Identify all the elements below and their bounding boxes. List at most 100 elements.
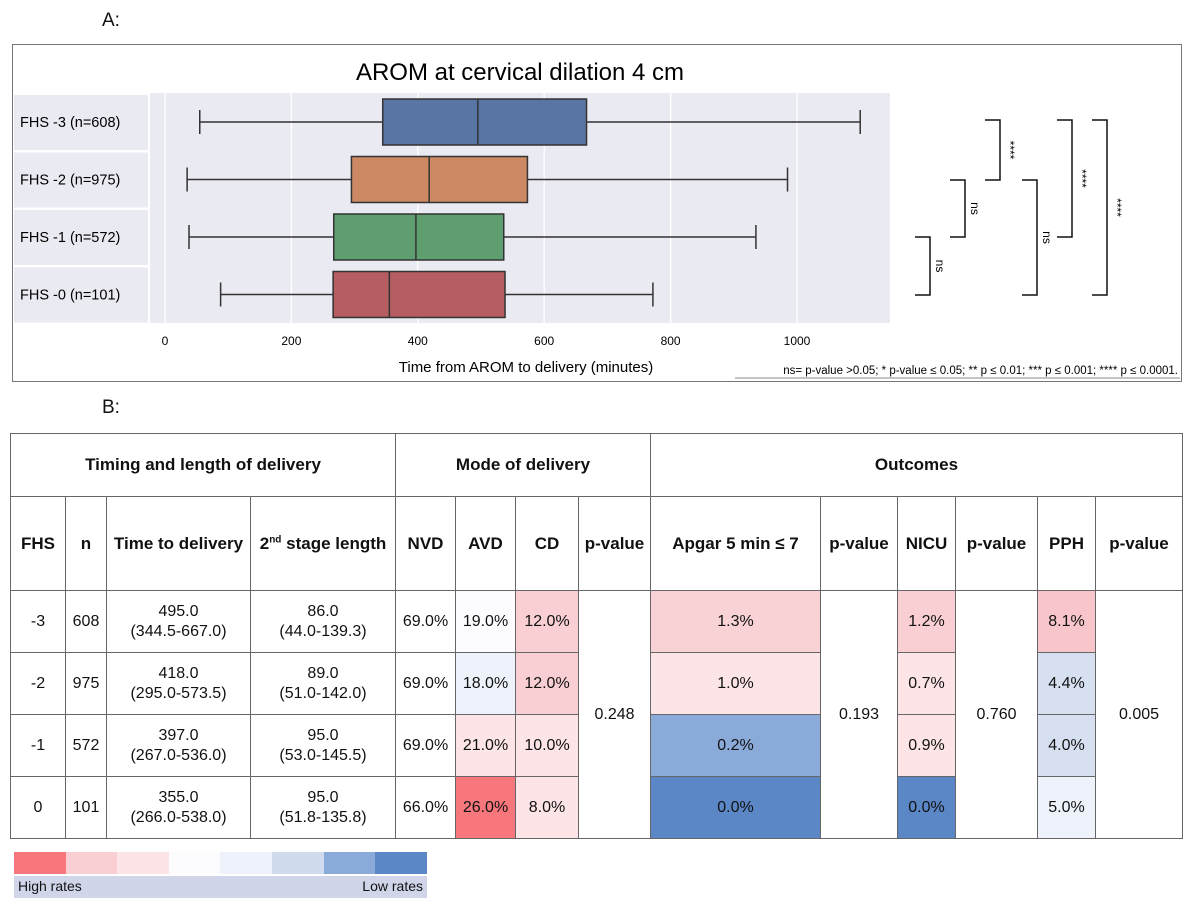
p-value-text: 0.193 <box>838 705 880 723</box>
table-row: 0 101 355.0 (266.0-538.0) 95.0 (51.8-135.8) 66… <box>10 776 1183 839</box>
cell-p-mode: 0.248 <box>578 590 651 839</box>
x-tick-label: 1000 <box>784 334 811 348</box>
significance-label: ns <box>968 202 982 215</box>
cell-text: 0.9% <box>908 736 945 754</box>
p-value-text: 0.248 <box>594 705 635 723</box>
cell-text: (266.0-538.0) <box>130 808 227 826</box>
x-tick-label: 800 <box>661 334 681 348</box>
cell-cd: 12.0% <box>515 652 579 715</box>
cell-text: 0.0% <box>908 798 945 816</box>
cell-nicu: 0.7% <box>897 652 956 715</box>
col-avd: AVD <box>455 496 516 591</box>
cell-text: 101 <box>72 798 100 816</box>
cell-stage: 95.0 (53.0-145.5) <box>250 714 396 777</box>
cell-n: 608 <box>65 590 107 653</box>
cell-text: 95.0 <box>307 726 339 744</box>
cell-text: 21.0% <box>462 736 509 754</box>
significance-bracket <box>915 236 931 296</box>
cell-text: 12.0% <box>524 612 570 630</box>
cell-cd: 8.0% <box>515 776 579 839</box>
cell-text: (51.0-142.0) <box>279 684 367 702</box>
legend-low-label: Low rates <box>362 878 423 894</box>
col-p-pph: p-value <box>1095 496 1183 591</box>
category-label: FHS -2 (n=975) <box>20 173 120 189</box>
chart-title: AROM at cervical dilation 4 cm <box>356 59 684 86</box>
x-tick-label: 200 <box>281 334 301 348</box>
cell-pph: 8.1% <box>1037 590 1096 653</box>
stage-pre: 2 <box>259 533 270 553</box>
table-row: -2 975 418.0 (295.0-573.5) 89.0 (51.0-142.0) 6… <box>10 652 1183 715</box>
col-p-apgar: p-value <box>820 496 898 591</box>
group-header-outcomes: Outcomes <box>650 433 1183 497</box>
cell-text: (44.0-139.3) <box>279 622 367 640</box>
panel-a-label: A: <box>102 10 120 31</box>
col-p-nicu: p-value <box>955 496 1038 591</box>
col-apgar: Apgar 5 min ≤ 7 <box>650 496 821 591</box>
cell-stage: 86.0 (44.0-139.3) <box>250 590 396 653</box>
color-legend: High rates Low rates <box>14 852 427 898</box>
cell-text: 19.0% <box>462 612 509 630</box>
cell-pph: 4.0% <box>1037 714 1096 777</box>
category-label: FHS -1 (n=572) <box>20 230 120 246</box>
cell-stage: 95.0 (51.8-135.8) <box>250 776 396 839</box>
cell-text: (267.0-536.0) <box>130 746 227 764</box>
significance-bracket <box>1022 179 1038 296</box>
cell-pph: 4.4% <box>1037 652 1096 715</box>
category-band <box>14 95 148 150</box>
x-tick-label: 400 <box>408 334 428 348</box>
cell-text: 86.0 <box>307 602 339 620</box>
cell-text: -1 <box>30 736 46 754</box>
cell-p-pph: 0.005 <box>1095 590 1183 839</box>
table-row: -3 608 495.0 (344.5-667.0) 86.0 (44.0-139.3) 6… <box>10 590 1183 839</box>
significance-bracket <box>1092 119 1108 296</box>
cell-avd: 18.0% <box>455 652 516 715</box>
col-pph: PPH <box>1037 496 1096 591</box>
box-2 <box>188 213 757 261</box>
cell-text: 26.0% <box>462 798 509 816</box>
cell-avd: 21.0% <box>455 714 516 777</box>
cell-time: 495.0 (344.5-667.0) <box>106 590 251 653</box>
cell-time: 355.0 (266.0-538.0) <box>106 776 251 839</box>
col-stage: 2nd stage length <box>250 496 396 591</box>
cell-fhs: -3 <box>10 590 66 653</box>
cell-nvd: 66.0% <box>395 776 456 839</box>
group-header-mode: Mode of delivery <box>395 433 651 497</box>
cell-n: 572 <box>65 714 107 777</box>
x-tick-label: 0 <box>162 334 169 348</box>
col-time: Time to delivery <box>106 496 251 591</box>
box-iqr <box>350 155 529 204</box>
cell-text: (53.0-145.5) <box>279 746 367 764</box>
cell-time: 397.0 (267.0-536.0) <box>106 714 251 777</box>
cell-apgar: 1.3% <box>650 590 821 653</box>
significance-label: **** <box>1003 141 1017 160</box>
significance-label: **** <box>1110 198 1124 217</box>
boxplot-chart: AROM at cervical dilation 4 cm FHS -3 (n… <box>14 59 1180 379</box>
legend-swatch <box>375 852 427 874</box>
cell-text: 8.1% <box>1048 612 1085 630</box>
cell-text: 69.0% <box>402 736 449 754</box>
significance-bracket <box>1057 119 1073 238</box>
cell-apgar: 1.0% <box>650 652 821 715</box>
cell-text: 1.2% <box>908 612 945 630</box>
cell-text: 1.3% <box>717 612 754 630</box>
significance-bracket <box>985 119 1001 181</box>
col-p-mode: p-value <box>578 496 651 591</box>
cell-text: 69.0% <box>402 612 449 630</box>
cell-text: (295.0-573.5) <box>130 684 227 702</box>
panel-b-label: B: <box>102 397 120 418</box>
cell-text: 0 <box>33 798 43 816</box>
cell-nvd: 69.0% <box>395 652 456 715</box>
box-0 <box>199 98 861 146</box>
cell-text: 18.0% <box>462 674 509 692</box>
cell-text: 495.0 <box>158 602 199 620</box>
cell-text: (344.5-667.0) <box>130 622 227 640</box>
cell-n: 101 <box>65 776 107 839</box>
cell-text: 0.0% <box>717 798 754 816</box>
box-iqr <box>332 270 506 319</box>
cell-apgar: 0.2% <box>650 714 821 777</box>
cell-text: 66.0% <box>402 798 449 816</box>
cell-time: 418.0 (295.0-573.5) <box>106 652 251 715</box>
cell-p-nicu: 0.760 <box>955 590 1038 839</box>
cell-text: 0.7% <box>908 674 945 692</box>
category-band <box>14 210 148 265</box>
